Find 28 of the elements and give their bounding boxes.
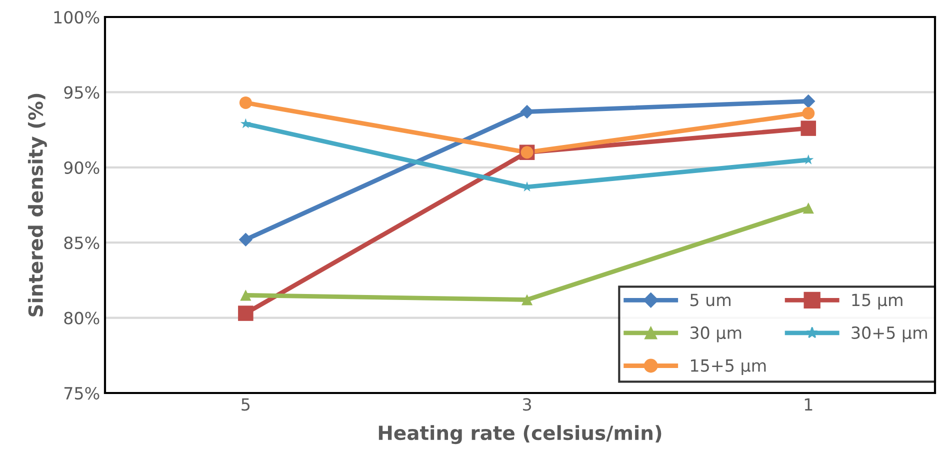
y-tick-label: 95% <box>64 86 100 99</box>
y-tick-label: 85% <box>64 236 100 250</box>
point <box>800 120 816 136</box>
y-tick-label: 100% <box>54 10 100 24</box>
point <box>238 232 253 246</box>
point <box>238 306 254 321</box>
y-tick-label: 90% <box>64 161 100 174</box>
x-axis-title: Heating rate (celsius/min) <box>378 425 662 444</box>
legend-label: 15 µm <box>852 294 902 310</box>
x-tick-label: 5 <box>242 398 250 411</box>
y-tick-label: 75% <box>64 386 100 400</box>
point <box>803 154 814 164</box>
point <box>239 96 252 109</box>
point <box>802 202 814 214</box>
x-tick-label: 1 <box>804 398 812 411</box>
y-tick-label: 80% <box>64 312 100 324</box>
y-axis-title: Sintered density (%) <box>28 94 47 316</box>
point <box>240 290 252 301</box>
point <box>520 104 534 119</box>
legend-label: 30+5 µm <box>852 326 927 342</box>
x-tick-label: 3 <box>523 398 531 411</box>
legend-label: 5 um <box>690 294 730 306</box>
point <box>240 118 251 128</box>
legend-label: 15+5 µm <box>691 359 766 376</box>
point <box>802 107 815 120</box>
point <box>802 94 816 108</box>
legend-label: 30 µm <box>690 326 742 342</box>
point <box>521 294 533 306</box>
